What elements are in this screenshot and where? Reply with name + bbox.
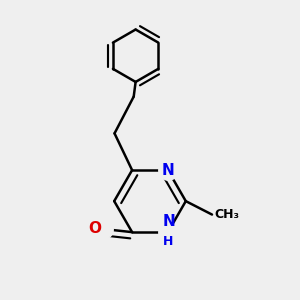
Text: CH₃: CH₃ bbox=[214, 208, 239, 221]
Text: H: H bbox=[163, 235, 174, 248]
Text: N: N bbox=[161, 163, 174, 178]
Text: O: O bbox=[88, 221, 101, 236]
Text: N: N bbox=[162, 214, 175, 229]
